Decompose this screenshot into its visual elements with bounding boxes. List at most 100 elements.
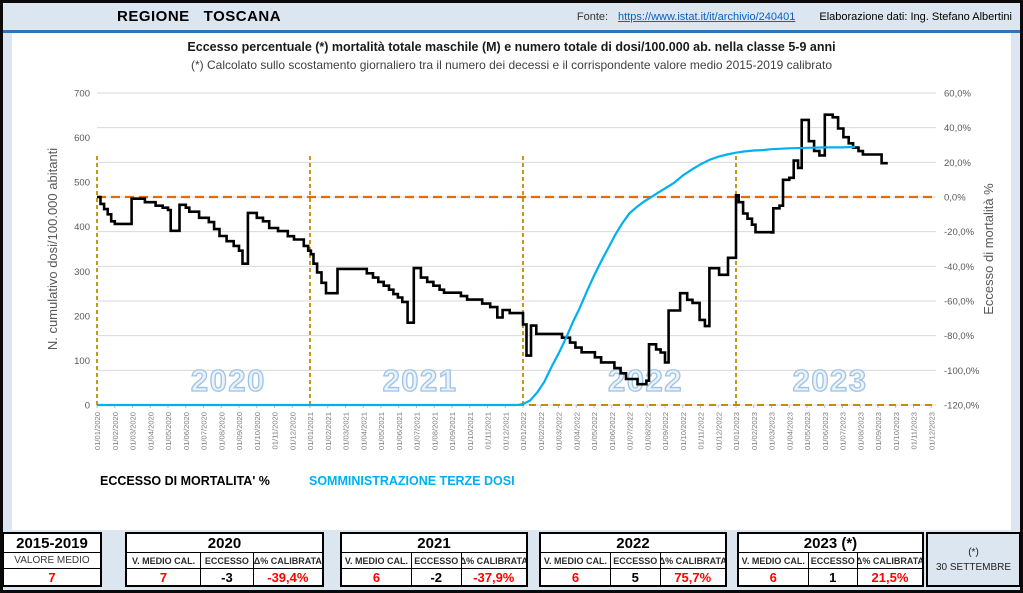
x-axis-tick: 01/03/2023 xyxy=(768,412,777,450)
x-axis-tick: 01/11/2023 xyxy=(910,412,919,449)
value-vmedio: 6 xyxy=(541,569,611,585)
right-axis-tick: 20,0% xyxy=(944,158,971,169)
x-axis-tick: 01/01/2022 xyxy=(519,412,528,450)
x-axis-tick: 01/08/2023 xyxy=(856,412,865,450)
x-axis-tick: 01/08/2022 xyxy=(643,412,652,450)
fonte-label: Fonte: xyxy=(576,10,609,23)
x-axis-tick: 01/06/2021 xyxy=(395,412,404,450)
x-axis-tick: 01/05/2021 xyxy=(377,412,386,450)
x-axis-tick: 01/10/2023 xyxy=(892,412,901,450)
x-axis-tick: 01/08/2021 xyxy=(430,412,439,450)
chart-panel: 60,0% 40,0% 20,0% 0,0% -20,0% -40,0% -60,0% -80… xyxy=(12,33,1011,530)
x-axis-tick: 01/10/2021 xyxy=(466,412,475,450)
x-axis-tick: 01/11/2020 xyxy=(271,412,280,449)
elaborazione-credit: Elaborazione dati: Ing. Stefano Albertin… xyxy=(819,10,1012,23)
x-axis-tick: 01/03/2020 xyxy=(129,412,138,450)
x-axis-tick: 01/04/2023 xyxy=(785,412,794,450)
baseline-year: 2015-2019 xyxy=(4,534,100,553)
year-block-2021: 2021 V. MEDIO CAL. ECCESSO Δ% CALIBRATA … xyxy=(340,532,528,587)
series-mortality xyxy=(97,113,888,386)
col-header-eccesso: ECCESSO xyxy=(610,553,661,569)
source-group: Fonte: https://www.istat.it/it/archivio/… xyxy=(577,11,1020,23)
left-axis-tick: 100 xyxy=(74,356,90,367)
x-axis-tick: 01/02/2023 xyxy=(750,412,759,450)
x-axis-tick: 01/01/2021 xyxy=(306,412,315,450)
col-header-delta: Δ% CALIBRATA xyxy=(660,553,725,569)
col-header-vmedio: V. MEDIO CAL. xyxy=(342,553,412,569)
x-axis-tick: 01/02/2022 xyxy=(537,412,546,450)
year-header: 2020 xyxy=(127,534,322,553)
header-band: REGIONE TOSCANA Fonte: https://www.istat… xyxy=(3,3,1020,33)
col-header-vmedio: V. MEDIO CAL. xyxy=(541,553,611,569)
x-axis-tick: 01/07/2023 xyxy=(839,412,848,450)
right-axis-tick: -120,0% xyxy=(944,401,980,412)
value-eccesso: 1 xyxy=(809,569,858,585)
right-axis-tick: -100,0% xyxy=(944,366,980,377)
value-eccesso: 5 xyxy=(611,569,661,585)
footnote-mark: (*) xyxy=(968,546,979,558)
footnote-date: 30 SETTEMBRE xyxy=(935,561,1012,573)
value-vmedio: 6 xyxy=(739,569,809,585)
x-axis-tick: 01/11/2022 xyxy=(697,412,706,449)
x-axis-tick: 01/11/2021 xyxy=(484,412,493,449)
year-header: 2022 xyxy=(541,534,725,553)
col-header-eccesso: ECCESSO xyxy=(411,553,462,569)
left-axis-tick: 400 xyxy=(74,222,90,233)
left-axis-tick: 700 xyxy=(74,89,90,100)
col-header-delta: Δ% CALIBRATA xyxy=(461,553,526,569)
right-axis-tick: -60,0% xyxy=(944,297,975,308)
right-axis-tick: 40,0% xyxy=(944,123,971,134)
x-axis-tick: 01/09/2021 xyxy=(448,412,457,450)
baseline-label: VALORE MEDIO xyxy=(4,553,100,569)
x-axis-tick: 01/07/2021 xyxy=(413,412,422,450)
col-header-eccesso: ECCESSO xyxy=(808,553,858,569)
x-axis-tick: 01/02/2021 xyxy=(324,412,333,450)
x-axis-tick: 01/02/2020 xyxy=(111,412,120,450)
x-axis-tick: 01/10/2020 xyxy=(253,412,262,450)
x-axis-tick: 01/10/2022 xyxy=(679,412,688,450)
year-watermark: 2020 xyxy=(191,363,266,398)
right-axis-title: Eccesso di mortalità % xyxy=(981,183,996,315)
legend-mortality: ECCESSO DI MORTALITA' % xyxy=(100,474,270,488)
right-axis-tick: 60,0% xyxy=(944,89,971,100)
x-axis-tick: 01/07/2022 xyxy=(626,412,635,450)
year-watermark: 2021 xyxy=(383,363,458,398)
col-header-delta: Δ% CALIBRATA xyxy=(253,553,322,569)
x-axis-tick: 01/04/2022 xyxy=(572,412,581,450)
legend-doses: SOMMINISTRAZIONE TERZE DOSI xyxy=(309,474,515,488)
x-axis-tick: 01/04/2020 xyxy=(146,412,155,450)
left-axis-title: N. cumulativo dosi/100.000 abitanti xyxy=(45,148,60,350)
value-delta: 21,5% xyxy=(871,569,909,585)
x-axis-tick: 01/04/2021 xyxy=(359,412,368,450)
year-block-2022: 2022 V. MEDIO CAL. ECCESSO Δ% CALIBRATA … xyxy=(539,532,727,587)
left-axis-tick: 600 xyxy=(74,133,90,144)
year-block-2023: 2023 (*) V. MEDIO CAL. ECCESSO Δ% CALIBR… xyxy=(737,532,924,587)
fonte-link[interactable]: https://www.istat.it/it/archivio/240401 xyxy=(618,10,796,23)
right-axis-tick: 0,0% xyxy=(944,193,966,204)
year-block-2020: 2020 V. MEDIO CAL. ECCESSO Δ% CALIBRATA … xyxy=(125,532,324,587)
left-axis-tick: 200 xyxy=(74,311,90,322)
col-header-vmedio: V. MEDIO CAL. xyxy=(739,553,809,569)
chart-title: Eccesso percentuale (*) mortalità totale… xyxy=(187,40,836,54)
right-axis-tick: -80,0% xyxy=(944,331,975,342)
value-vmedio: 6 xyxy=(342,569,412,585)
value-eccesso: -2 xyxy=(412,569,462,585)
right-axis-tick: -20,0% xyxy=(944,227,975,238)
x-axis-tick: 01/06/2020 xyxy=(182,412,191,450)
chart-subtitle: (*) Calcolato sullo scostamento giornali… xyxy=(190,58,832,72)
year-header: 2023 (*) xyxy=(739,534,922,553)
year-header: 2021 xyxy=(342,534,526,553)
x-axis-tick: 01/06/2022 xyxy=(608,412,617,450)
x-axis-tick: 01/01/2020 xyxy=(93,412,102,450)
chart-plot: 60,0% 40,0% 20,0% 0,0% -20,0% -40,0% -60,0% -80… xyxy=(45,89,996,451)
x-axis-tick: 01/12/2022 xyxy=(714,412,723,450)
left-axis-tick: 500 xyxy=(74,178,90,189)
right-axis-tick: -40,0% xyxy=(944,262,975,273)
x-axis-tick: 01/05/2022 xyxy=(590,412,599,450)
x-axis-tick: 01/05/2020 xyxy=(164,412,173,450)
baseline-block: 2015-2019 VALORE MEDIO 7 xyxy=(3,532,102,587)
x-axis-tick: 01/03/2022 xyxy=(555,412,564,450)
x-axis-tick: 01/12/2020 xyxy=(288,412,297,450)
col-header-eccesso: ECCESSO xyxy=(201,553,254,569)
